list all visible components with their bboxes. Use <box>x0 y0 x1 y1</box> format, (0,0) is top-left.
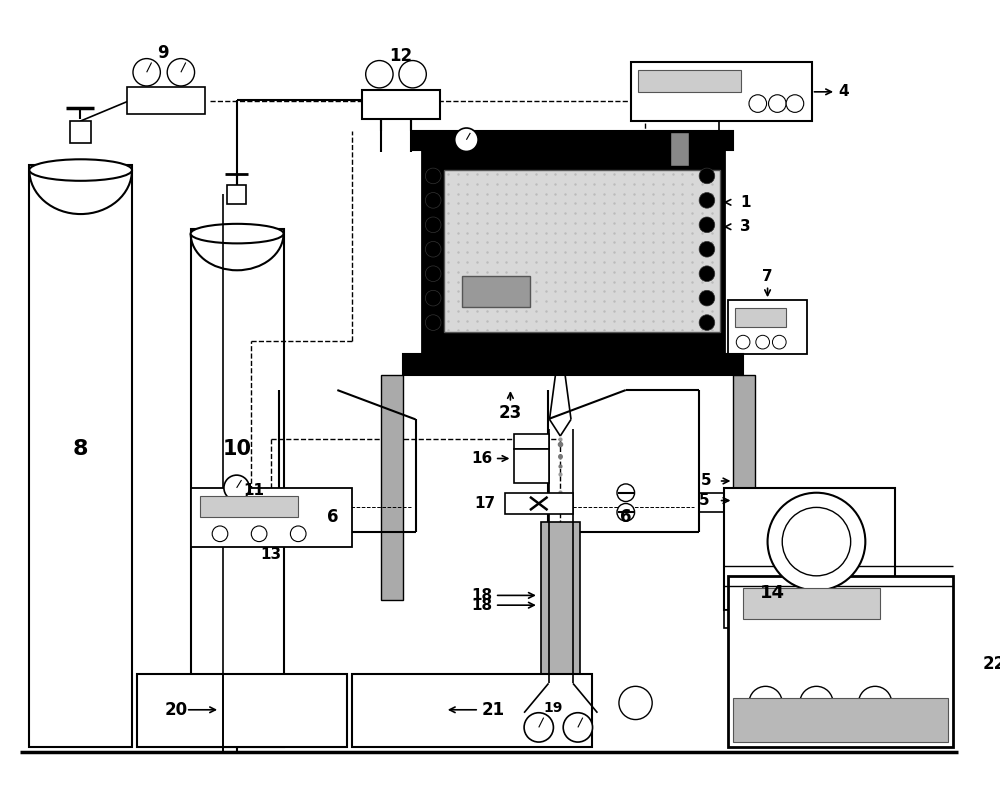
Circle shape <box>699 242 715 257</box>
Circle shape <box>399 60 426 88</box>
Ellipse shape <box>29 159 132 181</box>
Text: 5: 5 <box>699 493 709 508</box>
Bar <box>191 228 284 747</box>
Bar <box>462 276 530 307</box>
Text: 3: 3 <box>740 219 750 234</box>
Bar <box>631 63 812 121</box>
Circle shape <box>133 59 160 86</box>
Bar <box>514 434 549 449</box>
Circle shape <box>224 475 249 501</box>
Circle shape <box>563 713 593 742</box>
Text: 21: 21 <box>481 701 504 719</box>
Circle shape <box>425 290 441 306</box>
Bar <box>352 674 592 747</box>
Text: 10: 10 <box>223 439 252 458</box>
Circle shape <box>366 60 393 88</box>
Circle shape <box>425 192 441 208</box>
Text: 7: 7 <box>762 269 773 284</box>
Text: 18: 18 <box>471 597 493 612</box>
Circle shape <box>786 95 804 112</box>
Circle shape <box>749 686 782 720</box>
Circle shape <box>619 686 652 720</box>
Text: 23: 23 <box>499 403 522 422</box>
Circle shape <box>756 335 770 349</box>
Bar <box>422 148 724 354</box>
Text: 12: 12 <box>389 46 412 64</box>
Bar <box>413 131 733 151</box>
Circle shape <box>524 713 553 742</box>
Text: 8: 8 <box>73 439 88 458</box>
Bar <box>733 375 755 601</box>
Bar <box>728 300 807 354</box>
Text: 5: 5 <box>701 473 711 488</box>
Text: 9: 9 <box>157 44 169 62</box>
Text: 15: 15 <box>432 133 452 147</box>
Text: 13: 13 <box>260 547 281 562</box>
Circle shape <box>251 526 267 542</box>
Circle shape <box>425 315 441 330</box>
Text: 14: 14 <box>760 585 785 602</box>
Bar <box>743 587 880 619</box>
Circle shape <box>425 242 441 257</box>
Circle shape <box>769 95 786 112</box>
Bar <box>362 89 440 119</box>
Circle shape <box>617 503 635 521</box>
Bar <box>724 487 895 610</box>
Bar <box>735 308 786 327</box>
Bar <box>670 132 689 166</box>
Bar <box>505 493 573 514</box>
Circle shape <box>699 266 715 282</box>
Circle shape <box>699 315 715 330</box>
Circle shape <box>858 686 892 720</box>
Circle shape <box>425 217 441 232</box>
Text: 4: 4 <box>839 84 849 100</box>
Circle shape <box>800 686 833 720</box>
Text: 2: 2 <box>704 136 714 152</box>
Bar <box>200 495 298 517</box>
Circle shape <box>736 335 750 349</box>
Text: 22: 22 <box>983 655 1000 673</box>
Bar <box>541 522 580 684</box>
Text: 1: 1 <box>740 195 750 210</box>
Text: 16: 16 <box>471 451 493 466</box>
Bar <box>70 121 91 143</box>
Bar <box>514 449 549 483</box>
Bar <box>724 610 895 628</box>
Bar <box>127 87 205 115</box>
Circle shape <box>617 484 635 502</box>
Circle shape <box>455 128 478 152</box>
Circle shape <box>768 493 865 590</box>
Bar <box>381 375 403 601</box>
Circle shape <box>425 266 441 282</box>
Bar <box>191 487 352 546</box>
Circle shape <box>699 192 715 208</box>
Text: 18: 18 <box>471 588 493 603</box>
Bar <box>733 698 948 742</box>
Bar <box>227 184 246 204</box>
Text: 20: 20 <box>164 701 188 719</box>
Circle shape <box>749 95 767 112</box>
Text: 11: 11 <box>244 484 265 498</box>
Text: 6: 6 <box>620 508 632 526</box>
Circle shape <box>167 59 195 86</box>
Text: 19: 19 <box>544 701 563 715</box>
Circle shape <box>425 168 441 184</box>
Circle shape <box>772 335 786 349</box>
Circle shape <box>699 168 715 184</box>
Bar <box>137 674 347 747</box>
Circle shape <box>290 526 306 542</box>
Circle shape <box>699 217 715 232</box>
Bar <box>638 71 741 92</box>
Bar <box>444 170 720 332</box>
Bar <box>403 354 743 375</box>
Bar <box>728 576 953 747</box>
Circle shape <box>699 290 715 306</box>
Circle shape <box>212 526 228 542</box>
Bar <box>29 165 132 747</box>
Circle shape <box>782 507 851 576</box>
Ellipse shape <box>191 224 284 243</box>
Text: 6: 6 <box>327 508 338 526</box>
Text: 17: 17 <box>474 496 496 511</box>
